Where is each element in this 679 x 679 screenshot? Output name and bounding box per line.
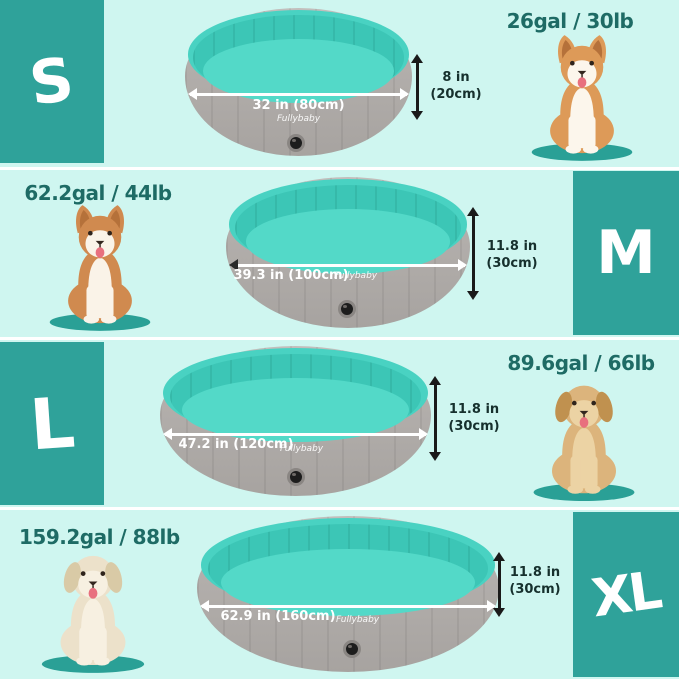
pool-illustration-xl: 62.9 in (160cm) Fullybaby (197, 516, 499, 672)
drain-valve-icon (287, 134, 305, 152)
height-cm: (30cm) (509, 581, 561, 597)
height-label: 8 in (20cm) (424, 70, 488, 104)
size-letter-xl: XL (588, 560, 664, 629)
labrador-illustration (34, 542, 152, 676)
drain-valve-icon (338, 300, 356, 318)
height-inches: 11.8 in (486, 239, 538, 254)
capacity-label: 159.2gal / 88lb (19, 525, 180, 549)
size-letter-s: S (25, 43, 79, 120)
height-cm: (20cm) (430, 86, 482, 102)
drain-valve-icon (343, 640, 361, 658)
diameter-label: 62.9 in (160cm) (220, 609, 336, 624)
height-arrow-icon (494, 552, 505, 617)
height-label: 11.8 in (30cm) (480, 239, 544, 273)
size-letter-l: L (26, 381, 78, 466)
height-inches: 11.8 in (509, 565, 561, 580)
brand-logo: Fullybaby (280, 444, 324, 454)
pool-floor (181, 377, 410, 442)
pool-illustration-s: 32 in (80cm) Fullybaby (185, 8, 412, 156)
brand-logo: Fullybaby (276, 114, 321, 124)
height-inches: 11.8 in (448, 402, 500, 417)
height-arrow-icon (430, 376, 441, 461)
diameter-label: 39.3 in (100cm) (233, 268, 349, 283)
size-badge-s: S (0, 0, 104, 163)
pool-floor (221, 548, 475, 616)
shiba-inu-illustration (42, 203, 158, 333)
diameter-arrow-icon (188, 89, 409, 100)
capacity-label: 62.2gal / 44lb (24, 181, 172, 205)
brand-logo: Fullybaby (334, 271, 378, 281)
pool-floor (203, 39, 394, 103)
diameter-arrow-icon (163, 429, 428, 440)
capacity-label: 26gal / 30lb (506, 9, 634, 33)
brand-logo: Fullybaby (336, 615, 380, 625)
diameter-arrow-icon (229, 260, 467, 271)
pool-floor (245, 208, 451, 274)
capacity-label: 89.6gal / 66lb (507, 351, 655, 375)
height-label: 11.8 in (30cm) (504, 565, 566, 599)
size-row-xl: 159.2gal / 88lb 62.9 in (160cm) Fullybab… (0, 510, 679, 679)
pool-illustration-l: 47.2 in (120cm) Fullybaby (160, 346, 431, 496)
height-label: 11.8 in (30cm) (442, 402, 506, 436)
size-row-m: 62.2gal / 44lb 39.3 in (100cm) Fullybaby… (0, 170, 679, 340)
size-row-s: S 32 in (80cm) Fullybaby 8 in (20cm) 26g… (0, 0, 679, 170)
height-cm: (30cm) (486, 255, 538, 271)
height-inches: 8 in (442, 70, 470, 85)
diameter-label: 32 in (80cm) (252, 98, 345, 113)
drain-valve-icon (287, 468, 305, 486)
size-badge-xl: XL (573, 512, 679, 677)
height-arrow-icon (468, 207, 479, 300)
size-row-l: L 47.2 in (120cm) Fullybaby 11.8 in (30c… (0, 340, 679, 510)
pool-illustration-m: 39.3 in (100cm) Fullybaby (226, 177, 470, 328)
diameter-arrow-icon (200, 601, 496, 612)
diameter-label: 47.2 in (120cm) (178, 437, 294, 452)
size-badge-l: L (0, 342, 104, 505)
corgi-illustration (524, 34, 640, 162)
height-arrow-icon (412, 54, 423, 120)
golden-retriever-illustration (524, 374, 644, 502)
size-letter-m: M (596, 218, 656, 288)
size-badge-m: M (573, 171, 679, 335)
height-cm: (30cm) (448, 418, 500, 434)
